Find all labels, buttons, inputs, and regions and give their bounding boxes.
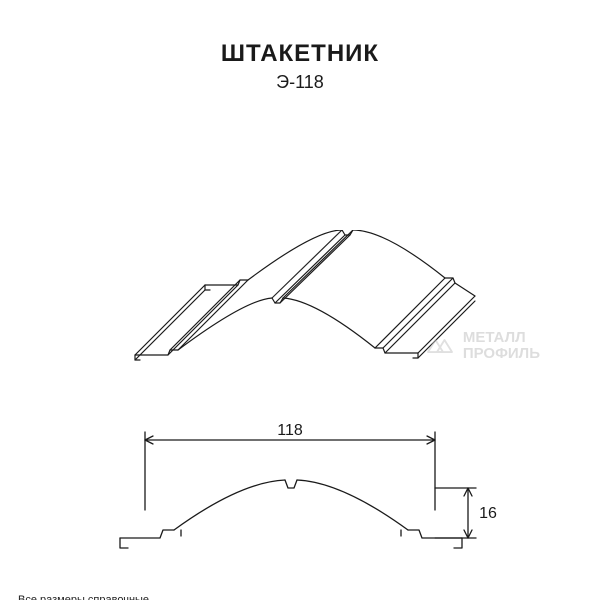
watermark: МЕТАЛЛ ПРОФИЛЬ xyxy=(425,330,540,362)
watermark-text: МЕТАЛЛ ПРОФИЛЬ xyxy=(463,330,540,362)
logo-icon xyxy=(425,331,455,361)
footer-notes: Все размеры справочные Допускаются откло… xyxy=(18,593,327,600)
profile-svg: 118 16 xyxy=(90,420,510,580)
product-title: ШТАКЕТНИК xyxy=(0,40,600,68)
profile-section: 118 16 xyxy=(90,420,510,585)
height-dimension-label: 16 xyxy=(479,505,497,522)
product-code: Э-118 xyxy=(0,72,600,93)
perspective-drawing xyxy=(120,230,480,385)
footer-line1: Все размеры справочные xyxy=(18,593,327,600)
watermark-line2: ПРОФИЛЬ xyxy=(463,346,540,362)
width-dimension-label: 118 xyxy=(277,422,303,439)
watermark-line1: МЕТАЛЛ xyxy=(463,330,540,346)
title-block: ШТАКЕТНИК Э-118 xyxy=(0,40,600,93)
